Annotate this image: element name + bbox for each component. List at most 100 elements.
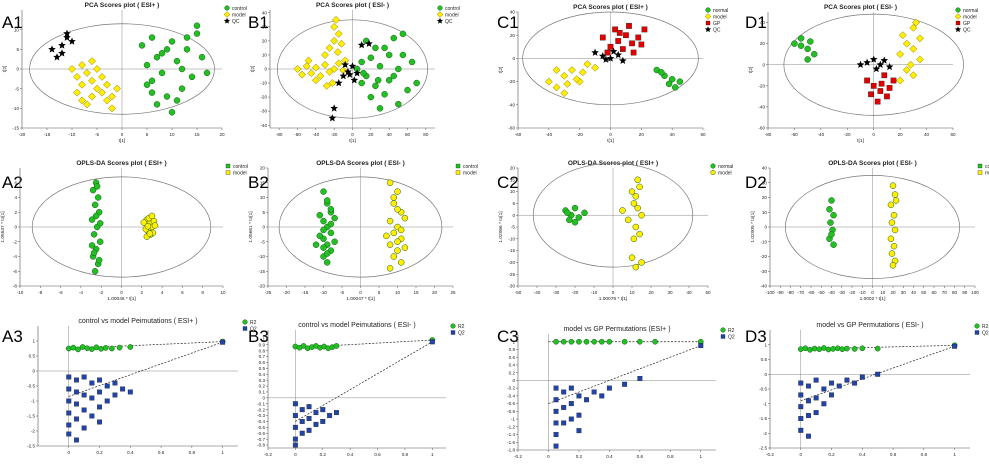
y-tick-label: -1.5	[27, 414, 35, 419]
x-tick-label: -80	[787, 290, 794, 295]
x-tick-label: -20	[849, 290, 856, 295]
data-point	[330, 65, 339, 73]
data-point	[292, 436, 298, 442]
series-r2	[292, 337, 436, 352]
data-point	[311, 63, 320, 72]
y-tick-label: 20	[510, 33, 516, 38]
data-point	[78, 80, 86, 89]
x-tick-label: -20	[576, 132, 583, 137]
y-tick-label: 20	[262, 39, 268, 44]
data-point	[66, 398, 72, 404]
x-tick-label: -40	[546, 132, 553, 137]
data-point	[81, 407, 87, 413]
data-point	[153, 53, 161, 61]
x-tick-label: 60	[950, 132, 956, 137]
y-tick-label: -0.1	[257, 401, 265, 406]
x-tick-label: 10	[629, 290, 635, 295]
data-point	[88, 216, 96, 223]
y-tick-label: -1.6	[507, 440, 515, 445]
x-tick-label: 40	[686, 290, 692, 295]
x-tick-label: 40	[387, 132, 393, 137]
series-normal	[562, 204, 588, 226]
data-point	[830, 346, 836, 352]
data-point	[327, 220, 335, 228]
data-point	[74, 416, 79, 422]
legend-marker	[223, 17, 231, 24]
data-point	[386, 217, 394, 225]
y-tick-label: 30	[262, 24, 268, 29]
panel-label: A1	[2, 13, 23, 32]
legend-label: model	[713, 14, 727, 20]
data-point	[292, 442, 298, 448]
x-tick-label: -0.2	[264, 452, 272, 457]
legend-marker	[436, 17, 444, 24]
data-point	[399, 30, 407, 38]
data-point	[891, 191, 899, 198]
series-r2	[553, 338, 704, 345]
legend-marker	[225, 170, 231, 175]
data-point	[367, 93, 375, 101]
data-point	[632, 263, 640, 271]
series-control	[353, 30, 420, 112]
data-point	[889, 182, 897, 189]
data-point	[619, 207, 626, 214]
data-point	[896, 76, 905, 85]
series-model	[896, 18, 924, 85]
x-tick-label: -10	[591, 290, 598, 295]
data-point	[316, 211, 324, 219]
q2-regression-line	[68, 341, 223, 397]
x-tick-label: 6	[181, 290, 184, 295]
legend-marker	[955, 7, 961, 13]
data-point	[103, 80, 111, 89]
y-tick-label: 0.4	[259, 372, 266, 377]
data-point	[292, 401, 298, 407]
data-point	[629, 40, 635, 47]
data-point	[313, 421, 319, 427]
chart-title: model vs GP Permutations ( ESI- )	[816, 322, 923, 329]
data-point	[334, 59, 343, 68]
y-tick-label: -0.6	[257, 431, 265, 436]
y-tick-label: -5	[15, 86, 20, 91]
data-point	[66, 386, 72, 392]
data-point	[332, 15, 340, 24]
data-point	[672, 84, 679, 91]
y-tick-label: 0.9	[259, 342, 266, 347]
x-axis-label: 1.00046 * t[1]	[107, 296, 136, 302]
x-tick-label: 0.2	[828, 452, 835, 457]
data-point	[376, 105, 384, 112]
y-tick-label: 30	[762, 180, 768, 185]
y-tick-label: -0.4	[257, 419, 265, 424]
x-axis-label: 1.0002 * t[1]	[860, 296, 886, 302]
data-point	[576, 338, 582, 345]
data-point	[876, 60, 885, 68]
y-tick-label: -0.5	[257, 425, 265, 430]
y-tick-label: -1.8	[507, 448, 515, 453]
y-tick-label: 0.8	[259, 348, 266, 353]
legend-label: model	[232, 12, 246, 18]
y-tick-label: 1	[32, 339, 35, 344]
x-tick-label: 50	[705, 290, 711, 295]
series-qc	[856, 55, 894, 73]
y-tick-label: 0.1	[259, 390, 266, 395]
y-tick-label: 0.2	[509, 370, 516, 375]
x-tick-label: 20	[890, 290, 896, 295]
data-point	[88, 92, 96, 101]
data-point	[320, 217, 327, 225]
legend-marker	[954, 13, 962, 20]
y-tick-label: -6	[13, 269, 18, 274]
data-point	[58, 41, 66, 49]
data-point	[74, 377, 79, 383]
data-point	[578, 68, 587, 77]
panel-label: D1	[745, 13, 767, 32]
data-point	[568, 66, 576, 74]
hotelling-ellipse	[278, 176, 443, 278]
x-tick-label: -80	[765, 132, 772, 137]
y-tick-label: -30	[508, 284, 515, 289]
data-point	[906, 60, 915, 69]
x-tick-label: -80	[276, 132, 283, 137]
data-point	[874, 345, 881, 352]
